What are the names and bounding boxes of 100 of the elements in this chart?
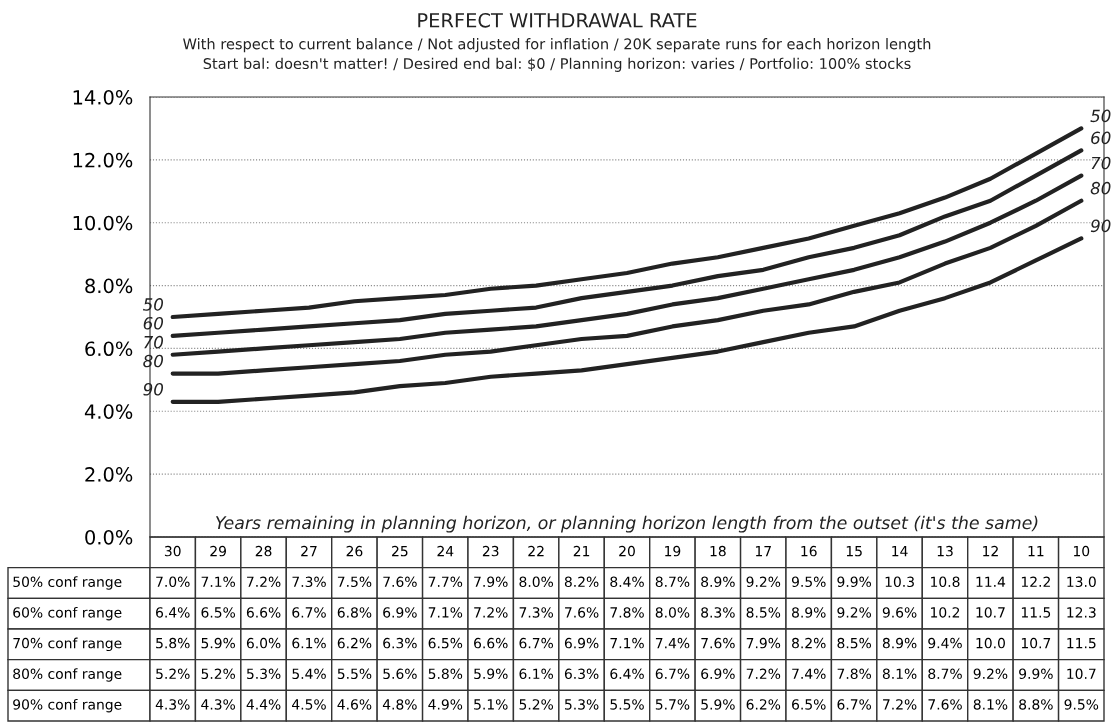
y-tick-label: 10.0% [73, 215, 133, 231]
x-axis-title: Years remaining in planning horizon, or planning horizon length from the outset (it's the same) [215, 515, 1038, 533]
data-label: 6.9% [383, 607, 417, 618]
data-label: 8.0% [655, 607, 690, 618]
data-label: 6.5% [201, 607, 236, 618]
data-label: 12.3 [1067, 607, 1096, 618]
data-label: 4.8% [382, 699, 417, 710]
text: 80 [143, 354, 164, 368]
data-label: 8.7% [928, 668, 962, 680]
data-label: 7.6% [928, 699, 962, 710]
text: 50 [143, 298, 164, 311]
data-label: 9.5% [791, 576, 826, 588]
x-tick-label: 28 [255, 545, 272, 557]
data-label: 5.2% [519, 699, 554, 710]
data-label: 11.5 [1067, 638, 1096, 649]
data-label: 11.4 [976, 576, 1006, 587]
y-tick-label: 12.0% [73, 152, 133, 168]
data-label: 10.7 [976, 607, 1005, 618]
data-label: 7.2% [474, 607, 508, 618]
data-label: 10.3 [885, 576, 914, 588]
data-label: 7.9% [746, 637, 781, 649]
data-label: 4.9% [428, 699, 463, 710]
series-label: 60 [143, 316, 164, 330]
data-label: 6.0% [246, 637, 281, 649]
data-label: 5.9% [474, 668, 508, 680]
x-tick-label: 10 [1073, 545, 1090, 557]
x-tick-label: 26 [346, 545, 363, 557]
data-label: 8.2% [564, 576, 599, 588]
data-label: 7.1% [428, 607, 463, 618]
data-label: 5.9% [201, 637, 236, 649]
data-label: 9.2% [746, 576, 781, 588]
data-label: 7.2% [746, 668, 781, 680]
y-tick-label: 0.0% [85, 529, 133, 545]
data-label: 5.8% [428, 668, 463, 680]
line-series [170, 148, 1084, 338]
data-label: 7.3% [292, 576, 326, 588]
data-label: 6.5% [428, 637, 463, 649]
data-label: 7.8% [837, 668, 872, 680]
data-label: 5.1% [474, 699, 508, 710]
data-label: 9.4% [928, 637, 962, 649]
data-label: 10.0 [976, 637, 1005, 649]
data-label: 6.7% [519, 637, 554, 649]
x-tick-label: 25 [392, 545, 408, 557]
data-label: 8.9% [792, 607, 826, 618]
data-label: 8.8% [1019, 699, 1053, 710]
x-tick-label: 30 [164, 545, 181, 557]
data-label: 6.6% [474, 637, 508, 649]
data-label: 10.8 [931, 576, 960, 588]
line-series [170, 173, 1084, 357]
text: 90 [143, 382, 164, 396]
x-tick-label: 29 [210, 545, 226, 557]
data-label: 9.2% [837, 607, 872, 618]
data-label: 8.0% [519, 576, 554, 588]
x-tick-label: 14 [892, 546, 908, 557]
text: 70 [1091, 156, 1111, 170]
data-label: 8.5% [746, 607, 781, 618]
x-tick-label: 15 [846, 546, 862, 557]
y-tick-label: 2.0% [85, 467, 133, 482]
data-label: 7.0% [156, 576, 190, 588]
data-label: 7.3% [519, 607, 554, 618]
data-label: 5.3% [565, 699, 599, 710]
data-label: 7.7% [428, 576, 463, 588]
text: 80% conf range [13, 668, 122, 682]
data-label: 10.2 [931, 607, 960, 618]
data-label: 12.2 [1021, 576, 1050, 587]
data-label: 9.9% [1019, 668, 1053, 680]
text: 50% conf range [13, 576, 122, 590]
data-label: 6.3% [564, 668, 599, 680]
data-label: 5.4% [292, 668, 326, 680]
chart-subtitle: With respect to current balance / Not adjusted for inflation / 20K separate runs for each horizon length Start bal: doesn't matter! / Desired end bal: $0 / Planning horizon: varies / Portfolio: 100% stocks [183, 38, 931, 72]
data-label: 9.2% [973, 668, 1008, 680]
y-tick-label: 14.0% [73, 89, 133, 105]
data-label: 6.2% [337, 637, 372, 649]
data-label: 5.8% [156, 637, 190, 649]
data-label: 6.4% [156, 607, 190, 618]
data-label: 7.1% [610, 637, 644, 649]
y-tick-label: 8.0% [85, 278, 133, 294]
data-label: 5.9% [701, 699, 735, 710]
x-tick-label: 21 [573, 545, 590, 557]
x-tick-label: 24 [437, 545, 454, 557]
y-tick-label: 4.0% [84, 404, 133, 419]
line-series [170, 198, 1084, 376]
data-label: 9.5% [1064, 699, 1099, 710]
series-label: 50 [1090, 109, 1111, 123]
data-label: 6.1% [519, 668, 554, 680]
data-label: 8.1% [973, 699, 1008, 710]
data-label: 7.9% [474, 576, 508, 588]
data-label: 9.6% [882, 607, 917, 618]
data-label: 4.6% [337, 699, 372, 710]
data-label: 8.3% [701, 607, 735, 618]
data-label: 6.7% [292, 607, 326, 618]
data-label: 8.2% [792, 637, 826, 649]
data-label: 8.9% [882, 637, 917, 649]
data-label: 6.1% [292, 637, 326, 649]
chart-title: PERFECT WITHDRAWAL RATE [418, 12, 697, 28]
data-label: 7.6% [383, 576, 417, 588]
data-label: 4.3% [155, 699, 190, 710]
data-label: 6.7% [655, 668, 690, 680]
data-label: 6.8% [337, 607, 372, 618]
x-tick-label: 12 [983, 545, 998, 557]
